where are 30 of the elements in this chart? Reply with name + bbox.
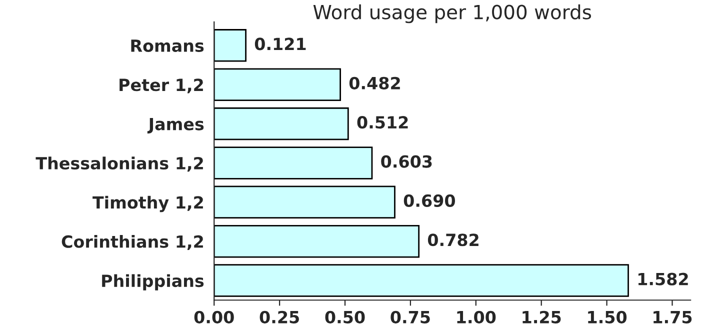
bar xyxy=(214,29,246,62)
y-tick-label: Romans xyxy=(131,40,204,52)
data-label: 0.121 xyxy=(254,38,306,50)
y-tick-label: Philippians xyxy=(102,274,204,290)
y-tick-label: Thessalonians 1,2 xyxy=(36,156,203,172)
x-tick-label: 0.25 xyxy=(260,310,299,324)
bar xyxy=(214,264,629,297)
bar xyxy=(214,107,349,140)
x-tick-label: 1.25 xyxy=(522,310,561,324)
x-tick-label: 1.75 xyxy=(654,311,692,324)
x-tick-label: 0.75 xyxy=(390,310,430,324)
chart-title: Word usage per 1,000 words xyxy=(313,4,592,24)
y-tick-label: Peter 1,2 xyxy=(120,78,203,94)
y-tick-label: Corinthians 1,2 xyxy=(62,235,203,250)
data-label: 0.690 xyxy=(404,194,456,207)
data-label: 0.603 xyxy=(381,155,432,168)
data-label: 0.782 xyxy=(428,234,478,246)
x-tick-label: 1.50 xyxy=(588,310,627,324)
y-tick-label: James xyxy=(147,118,204,134)
bar xyxy=(214,68,341,101)
data-label: 1.582 xyxy=(638,272,688,286)
x-tick-label: 1.00 xyxy=(457,310,496,324)
bar xyxy=(214,224,420,258)
data-label: 0.482 xyxy=(349,76,400,90)
x-tick-label: 0.50 xyxy=(325,310,365,324)
y-tick-label: Timothy 1,2 xyxy=(92,196,203,212)
data-label: 0.512 xyxy=(357,116,408,129)
bar xyxy=(214,146,373,180)
x-tick-label: 0.00 xyxy=(194,310,234,324)
bar xyxy=(214,186,396,219)
